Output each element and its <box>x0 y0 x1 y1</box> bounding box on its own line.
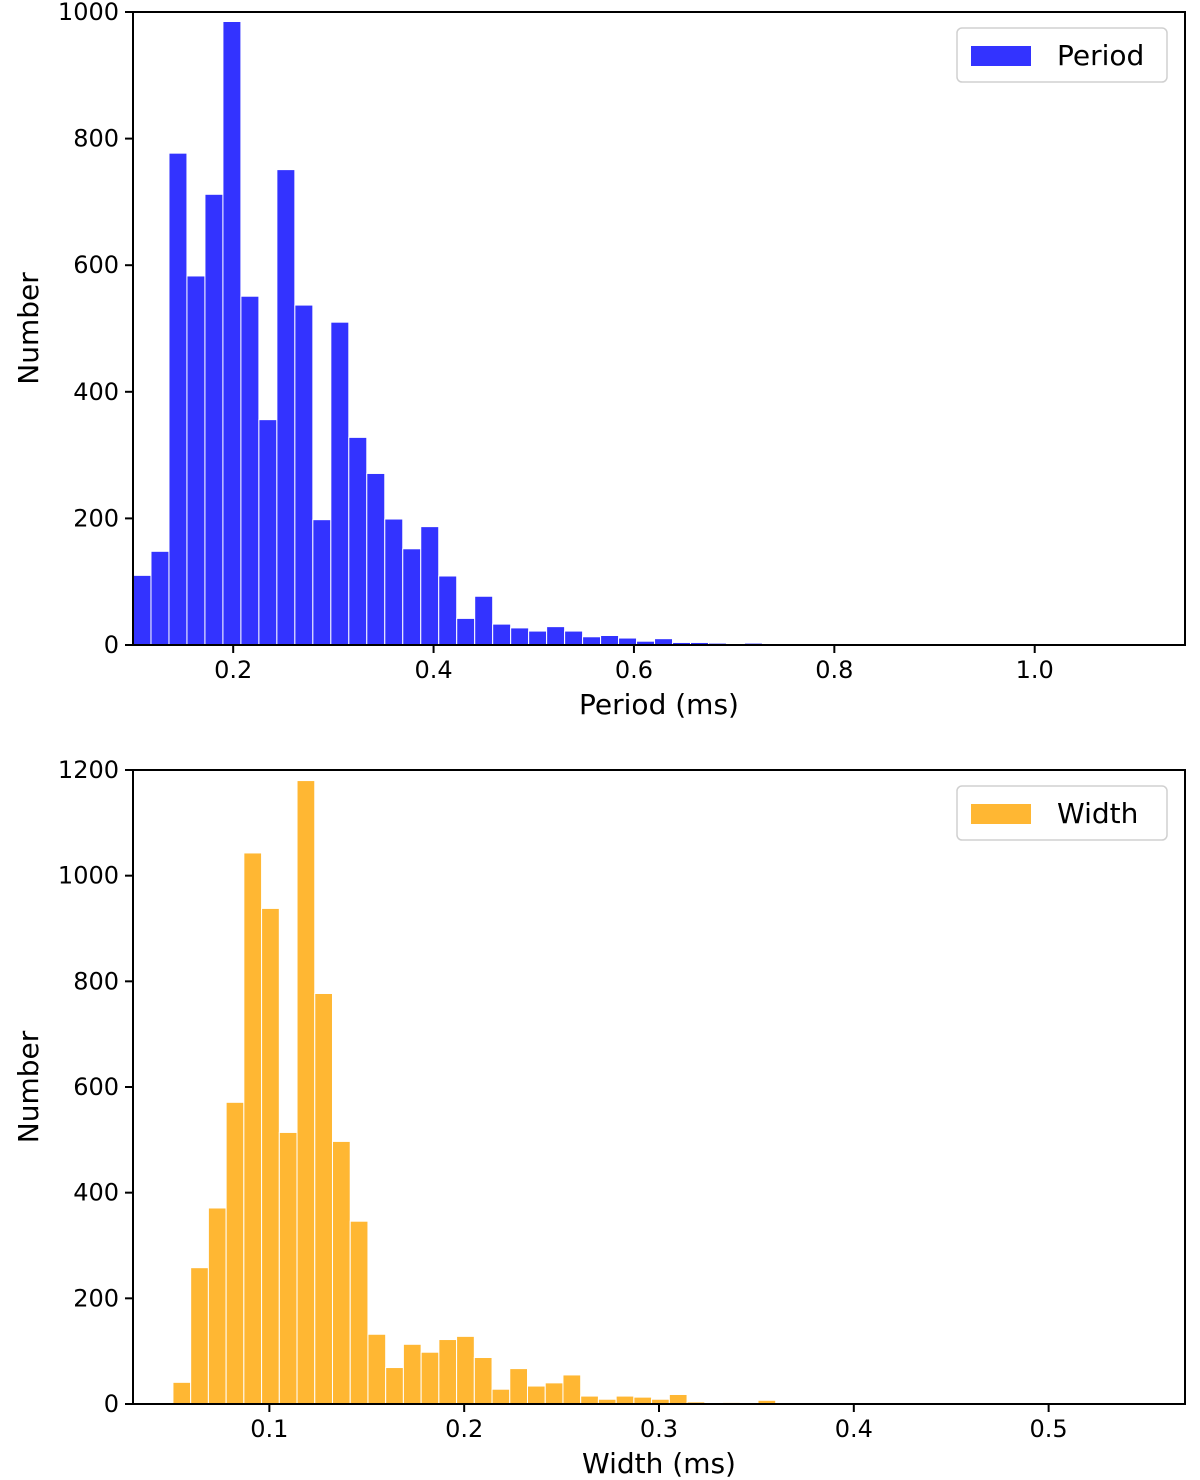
width-bar <box>225 1101 245 1405</box>
period-bar <box>492 623 512 646</box>
period-x-axis-title: Period (ms) <box>579 688 739 721</box>
width-bar <box>633 1396 653 1405</box>
period-legend-box <box>956 27 1168 83</box>
period-x-tick-label: 0.8 <box>815 656 853 684</box>
period-bar <box>312 519 332 646</box>
period-bar <box>384 518 404 646</box>
width-y-tick-label: 400 <box>73 1179 119 1207</box>
width-bar <box>562 1374 582 1405</box>
period-x-tick-label: 1.0 <box>1016 656 1054 684</box>
period-bar <box>582 636 602 646</box>
width-bar <box>172 1381 192 1405</box>
period-bar <box>600 635 620 646</box>
period-bar <box>276 169 296 646</box>
width-bar <box>527 1385 546 1405</box>
width-x-tick-label: 0.4 <box>835 1415 873 1443</box>
width-y-tick-label: 1000 <box>58 862 119 890</box>
period-y-axis-title: Number <box>12 272 45 385</box>
width-y-tick-label: 600 <box>73 1073 119 1101</box>
width-bar <box>331 1140 351 1405</box>
width-bar <box>420 1351 440 1405</box>
width-bar <box>509 1368 528 1405</box>
width-bar <box>278 1131 298 1405</box>
period-bar <box>474 595 494 646</box>
width-bar <box>402 1343 422 1405</box>
width-legend-label: Width <box>1057 797 1138 830</box>
period-bar <box>348 436 368 646</box>
width-bar <box>243 852 263 1405</box>
period-bar <box>402 548 422 646</box>
width-bar <box>261 907 280 1405</box>
width-y-axis-title: Number <box>12 1030 45 1143</box>
period-bar <box>618 637 638 646</box>
period-bar <box>204 193 224 646</box>
width-x-axis-title: Width (ms) <box>582 1447 736 1480</box>
width-bar <box>314 992 333 1405</box>
period-bar <box>420 526 440 646</box>
width-bar <box>296 780 316 1405</box>
period-y-tick-label: 600 <box>73 251 119 279</box>
width-bar <box>668 1393 688 1405</box>
width-y-tick-label: 800 <box>73 967 119 995</box>
period-x-tick-label: 0.4 <box>414 656 452 684</box>
period-legend-swatch <box>971 46 1031 66</box>
period-histogram-panel: 0 200 400 600 800 1000 0.2 0.4 0.6 0.8 1.0 Period (… <box>12 0 1186 721</box>
period-bar <box>186 275 206 646</box>
period-legend-label: Period <box>1057 39 1144 72</box>
period-y-tick-label: 800 <box>73 125 119 153</box>
width-bar <box>615 1395 635 1405</box>
width-y-tick-label: 0 <box>104 1390 119 1418</box>
period-bars <box>132 21 763 646</box>
period-y-tick-label: 0 <box>104 631 119 659</box>
width-y-tick-label: 1200 <box>58 756 119 784</box>
period-y-tick-label: 1000 <box>58 0 119 26</box>
width-bar <box>491 1388 511 1405</box>
period-x-tick-label: 0.2 <box>214 656 252 684</box>
width-x-tick-label: 0.3 <box>640 1415 678 1443</box>
width-bar <box>367 1333 387 1405</box>
period-bar <box>150 550 170 646</box>
width-histogram-panel: 0 200 400 600 800 1000 1200 0.1 0.2 0.3 0.4 0.5 Widt… <box>12 756 1186 1480</box>
width-bar <box>207 1207 227 1405</box>
period-bar <box>456 617 476 646</box>
width-legend-box <box>956 785 1168 841</box>
width-legend: Width <box>956 785 1168 841</box>
width-bar <box>349 1220 369 1405</box>
width-x-tick-label: 0.5 <box>1030 1415 1068 1443</box>
width-bars <box>172 780 777 1405</box>
period-bar <box>564 630 584 646</box>
period-bar <box>438 575 458 646</box>
period-legend: Period <box>956 27 1168 83</box>
width-x-tick-label: 0.2 <box>445 1415 483 1443</box>
width-bar <box>190 1267 209 1405</box>
period-bar <box>366 472 386 646</box>
width-bar <box>385 1367 404 1405</box>
period-bar <box>222 21 242 646</box>
period-bar <box>294 304 314 646</box>
width-bar <box>456 1335 475 1405</box>
width-bar <box>473 1357 493 1405</box>
period-bar <box>510 627 530 646</box>
width-y-tick-label: 200 <box>73 1284 119 1312</box>
period-bar <box>132 574 152 646</box>
period-x-tick-label: 0.6 <box>615 656 653 684</box>
period-y-tick-label: 400 <box>73 378 119 406</box>
width-bar <box>580 1395 599 1405</box>
period-bar <box>528 630 548 646</box>
period-bar <box>168 152 188 646</box>
period-bar <box>258 419 278 646</box>
width-bar <box>438 1339 458 1405</box>
period-bar <box>330 321 350 646</box>
width-x-tick-label: 0.1 <box>250 1415 288 1443</box>
period-bar <box>546 626 566 646</box>
period-bar <box>240 295 260 646</box>
width-legend-swatch <box>971 804 1031 824</box>
width-bar <box>544 1382 564 1405</box>
period-y-tick-label: 200 <box>73 504 119 532</box>
period-axes-frame <box>132 11 1186 646</box>
